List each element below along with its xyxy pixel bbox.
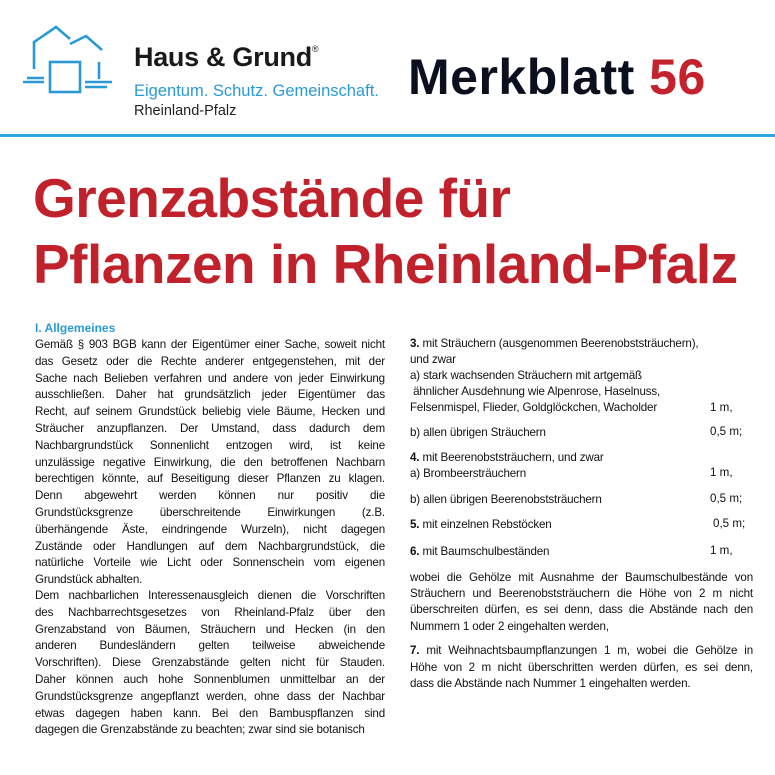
- item-text: mit Baumschulbeständen: [422, 545, 550, 558]
- text-line: des Nachbarrechtsgesetzes von Rheinland-…: [35, 605, 385, 619]
- text-line: Daher können auch hohe Sonnenblumen unmi…: [35, 672, 385, 686]
- item-number: 7.: [410, 644, 420, 657]
- text-line: Nummern 1 oder 2 eingehalten werden,: [410, 619, 609, 633]
- text-line: Zustände oder Handlungen auf dem Nachbar…: [35, 539, 385, 553]
- text-line: Denn abgewehrt werden können nur positiv…: [35, 489, 385, 503]
- item-4a: a) Brombeersträuchern: [410, 467, 527, 480]
- distance-value: 0,5 m;: [710, 492, 743, 505]
- paragraph-2: Dem nachbarlichen Interessenausgleich di…: [35, 588, 385, 739]
- haus-und-grund-logo-icon: [23, 25, 112, 94]
- item-4b: b) allen übrigen Beerenobststräuchern: [410, 493, 602, 506]
- item-text: a) stark wachsenden Sträuchern mit artge…: [410, 369, 642, 382]
- item-number: 3.: [410, 337, 420, 350]
- distance-value: 1 m,: [710, 466, 733, 479]
- item-6-note: wobei die Gehölze mit Ausnahme der Baums…: [410, 570, 753, 635]
- item-5: 5. mit einzelnen Rebstöcken: [410, 517, 552, 533]
- distance-value: 1 m,: [710, 401, 733, 414]
- item-text: mit Beerenobststräuchern, und zwar: [422, 451, 604, 464]
- text-line: überhängende Äste, eindringende Wurzeln)…: [35, 522, 385, 536]
- item-text: und zwar: [410, 353, 456, 366]
- brand-tagline: Eigentum. Schutz. Gemeinschaft.: [134, 82, 379, 100]
- item-number: 4.: [410, 451, 420, 464]
- text-line: dagegen die Grenzabstände zu beachten; z…: [35, 723, 365, 737]
- item-6: 6. mit Baumschulbeständen: [410, 544, 549, 560]
- text-line: wobei die Gehölze mit Ausnahme der Baums…: [410, 571, 753, 584]
- text-line: Vorschriften). Diese Grenzabstände gelte…: [35, 656, 385, 670]
- brand-text: Haus & Grund: [134, 42, 312, 72]
- item-3: 3. mit Sträuchern (ausgenommen Beerenobs…: [410, 336, 699, 416]
- brand-name: Haus & Grund®: [134, 42, 319, 73]
- item-number: 6.: [410, 545, 420, 558]
- item-text: mit Weihnachtsbaumpflanzungen 1 m, wobei…: [426, 644, 754, 657]
- text-line: Recht, auf seinem Grundstück beliebig vi…: [35, 405, 385, 419]
- text-line: anderen Bundesländern gelten teilweise a…: [35, 639, 385, 653]
- text-line: Sträucher anzupflanzen. Der Umstand, das…: [35, 421, 385, 435]
- item-3b: b) allen übrigen Sträuchern: [410, 426, 546, 439]
- brand-region: Rheinland-Pfalz: [134, 103, 237, 118]
- merkblatt-text: Merkblatt: [408, 49, 635, 105]
- text-line: natürliche Vorteile wie Licht oder Sonne…: [35, 556, 385, 570]
- text-line: das Gesetz oder die Rechte anderer entge…: [35, 354, 385, 368]
- item-7: 7. mit Weihnachtsbaumpflanzungen 1 m, wo…: [410, 643, 753, 693]
- text-line: berechtigen könnte, auf Beseitigung dies…: [35, 472, 385, 486]
- text-line: Grundstück abhalten.: [35, 573, 143, 587]
- item-text: ähnlicher Ausdehnung wie Alpenrose, Hase…: [410, 385, 661, 398]
- text-line: ausschließen. Daher hat grundsätzlich je…: [35, 388, 385, 402]
- paragraph-1: Gemäß § 903 BGB kann der Eigentümer eine…: [35, 337, 385, 589]
- page-title-line-1: Grenzabstände für: [33, 167, 511, 229]
- distance-value: 1 m,: [710, 544, 733, 557]
- item-text: mit Sträuchern (ausgenommen Beerenobstst…: [422, 337, 699, 350]
- item-text: Felsenmispel, Flieder, Goldglöckchen, Wa…: [410, 401, 658, 414]
- text-line: Grundstücksgrenze überschreitende Einwir…: [35, 505, 385, 519]
- text-line: Grundstücksgrenze angepflanzt werden, oh…: [35, 689, 385, 703]
- distance-value: 0,5 m;: [710, 425, 743, 438]
- text-line: Sträuchern und Beerenobststräuchern die …: [410, 587, 753, 601]
- item-text: Höhe von 2 m nicht überschritten werden …: [410, 660, 753, 674]
- registered-mark: ®: [311, 44, 319, 54]
- item-text: mit einzelnen Rebstöcken: [422, 518, 552, 531]
- text-line: Gemäß § 903 BGB kann der Eigentümer eine…: [35, 338, 385, 351]
- text-line: unzulässige negative Einwirkung, die den…: [35, 455, 385, 469]
- text-line: Nachbargrundstück Sonnenlicht entzogen w…: [35, 438, 385, 452]
- text-line: Sache nach Belieben verfahren und andere…: [35, 371, 385, 385]
- header-divider: [0, 134, 775, 137]
- merkblatt-number: 56: [649, 49, 706, 105]
- text-line: etwas dagegen haben kann. Bei den Bambus…: [35, 706, 385, 720]
- merkblatt-label: Merkblatt 56: [408, 48, 706, 106]
- distance-value: 0,5 m;: [713, 517, 746, 530]
- text-line: überschreiten dürfen, es sei denn, dass …: [410, 603, 753, 617]
- text-line: Grenzabstand von Bäumen, Sträuchern und …: [35, 622, 385, 636]
- section-heading: I. Allgemeines: [35, 321, 116, 335]
- item-4: 4. mit Beerenobststräuchern, und zwar: [410, 450, 604, 466]
- text-line: Dem nachbarlichen Interessenausgleich di…: [35, 589, 385, 602]
- item-text: dass die Abstände nach Nummer 1 eingehal…: [410, 677, 691, 690]
- page-title-line-2: Pflanzen in Rheinland-Pfalz: [33, 233, 738, 295]
- item-number: 5.: [410, 518, 420, 531]
